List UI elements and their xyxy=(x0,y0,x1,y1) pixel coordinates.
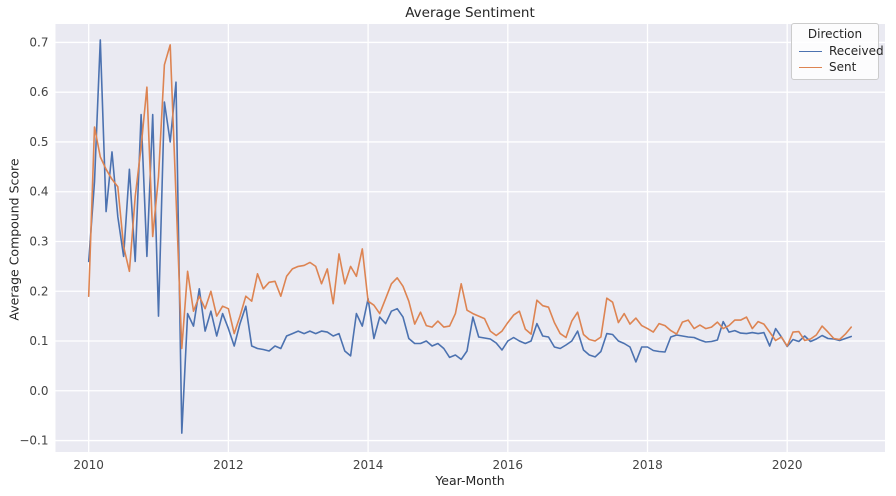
data-series-lines xyxy=(87,39,853,434)
x-tick-label: 2010 xyxy=(73,458,104,472)
sent-line-swatch xyxy=(799,66,822,68)
y-axis-tick-labels: −0.1 0.0 0.1 0.2 0.3 0.4 0.5 0.6 0.7 xyxy=(19,35,48,447)
y-tick-label: 0.7 xyxy=(29,35,48,49)
y-tick-label: 0.0 xyxy=(29,384,48,398)
y-tick-label: 0.3 xyxy=(29,234,48,248)
gridlines xyxy=(55,24,885,452)
y-tick-label: 0.1 xyxy=(29,334,48,348)
y-axis-label: Average Compound Score xyxy=(6,158,22,321)
y-tick-label: 0.6 xyxy=(29,85,48,99)
y-tick-label: 0.4 xyxy=(29,185,48,199)
received-line-swatch xyxy=(799,50,822,52)
x-tick-label: 2018 xyxy=(632,458,663,472)
y-tick-label: −0.1 xyxy=(19,434,48,448)
legend-entry-label: Received xyxy=(829,44,884,58)
y-tick-label: 0.2 xyxy=(29,284,48,298)
x-tick-label: 2016 xyxy=(493,458,524,472)
legend-entry-label: Sent xyxy=(829,60,857,74)
x-tick-label: 2014 xyxy=(353,458,384,472)
legend-entry-sent: Sent xyxy=(792,59,878,75)
x-tick-label: 2012 xyxy=(213,458,244,472)
x-axis-tick-labels: 2010 2012 2014 2016 2018 2020 xyxy=(73,458,802,472)
legend-title: Direction xyxy=(807,27,863,41)
chart-title: Average Sentiment xyxy=(405,5,535,21)
series-sent-line xyxy=(87,44,853,350)
legend: Direction Received Sent xyxy=(791,23,884,80)
legend-entry-received: Received xyxy=(792,43,884,59)
y-tick-label: 0.5 xyxy=(29,135,48,149)
x-tick-label: 2020 xyxy=(772,458,803,472)
series-received-line xyxy=(87,39,853,434)
plot-area xyxy=(55,24,885,452)
x-axis-label: Year-Month xyxy=(435,473,505,488)
